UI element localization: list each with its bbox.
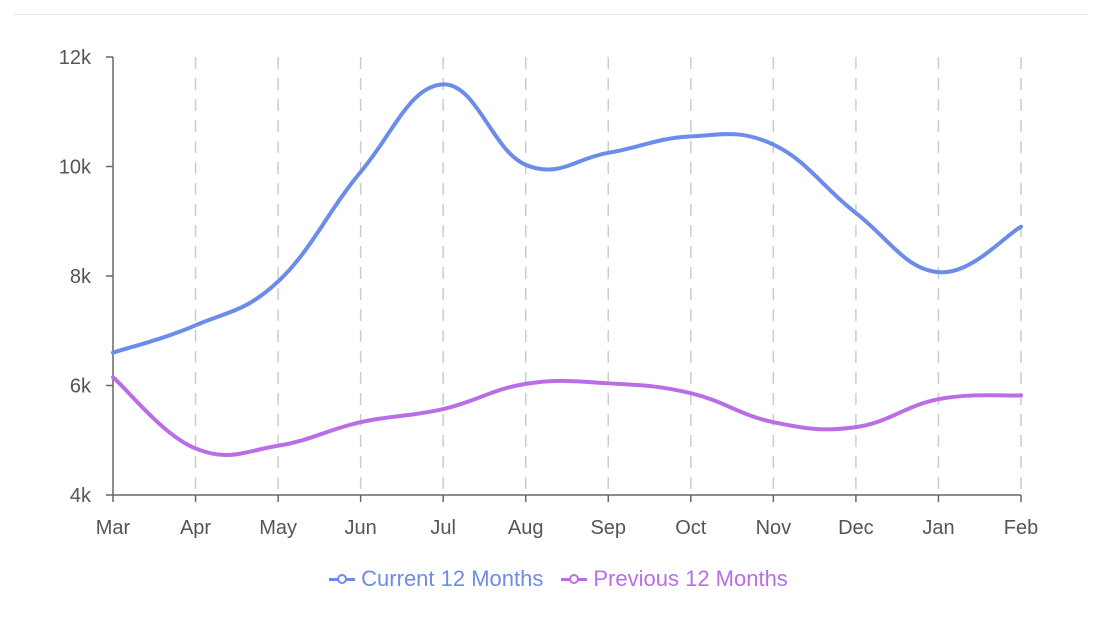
x-tick-label: Jul: [430, 517, 456, 539]
x-tick-label: Aug: [508, 517, 544, 539]
x-tick-label: May: [259, 517, 297, 539]
legend-marker-current-icon: [329, 573, 356, 585]
x-tick-label: Apr: [180, 517, 211, 539]
legend-label-current: Current 12 Months: [361, 566, 544, 591]
line-chart: 4k 6k 8k 10k 12k Mar Apr May Jun Jul Aug Sep Oct Nov D…: [59, 47, 1038, 539]
axes: [106, 56, 1022, 502]
x-tick-label: Feb: [1004, 517, 1038, 539]
x-tick-label: Nov: [756, 517, 792, 539]
y-tick-label: 8k: [70, 266, 92, 288]
x-tick-label: Dec: [838, 517, 874, 539]
grid-lines: [194, 57, 1022, 495]
chart-legend: Current 12 Months Previous 12 Months: [0, 566, 1117, 592]
y-tick-label: 6k: [70, 376, 92, 398]
x-tick-label: Sep: [590, 517, 626, 539]
top-divider: [14, 14, 1088, 15]
tick-labels: 4k 6k 8k 10k 12k Mar Apr May Jun Jul Aug Sep Oct Nov D…: [59, 47, 1038, 539]
legend-label-previous: Previous 12 Months: [593, 566, 788, 591]
legend-marker-previous-icon: [561, 573, 588, 585]
x-tick-label: Oct: [675, 517, 707, 539]
series-line-current: [111, 82, 1023, 355]
y-tick-label: 10k: [59, 157, 92, 179]
series-line-previous: [111, 375, 1023, 457]
x-tick-label: Mar: [96, 517, 131, 539]
legend-item-current[interactable]: Current 12 Months: [329, 566, 543, 592]
x-tick-label: Jan: [922, 517, 954, 539]
y-tick-label: 4k: [70, 485, 92, 507]
series-lines: [111, 82, 1023, 457]
y-tick-label: 12k: [59, 47, 92, 69]
legend-item-previous[interactable]: Previous 12 Months: [561, 566, 788, 592]
x-tick-label: Jun: [345, 517, 377, 539]
